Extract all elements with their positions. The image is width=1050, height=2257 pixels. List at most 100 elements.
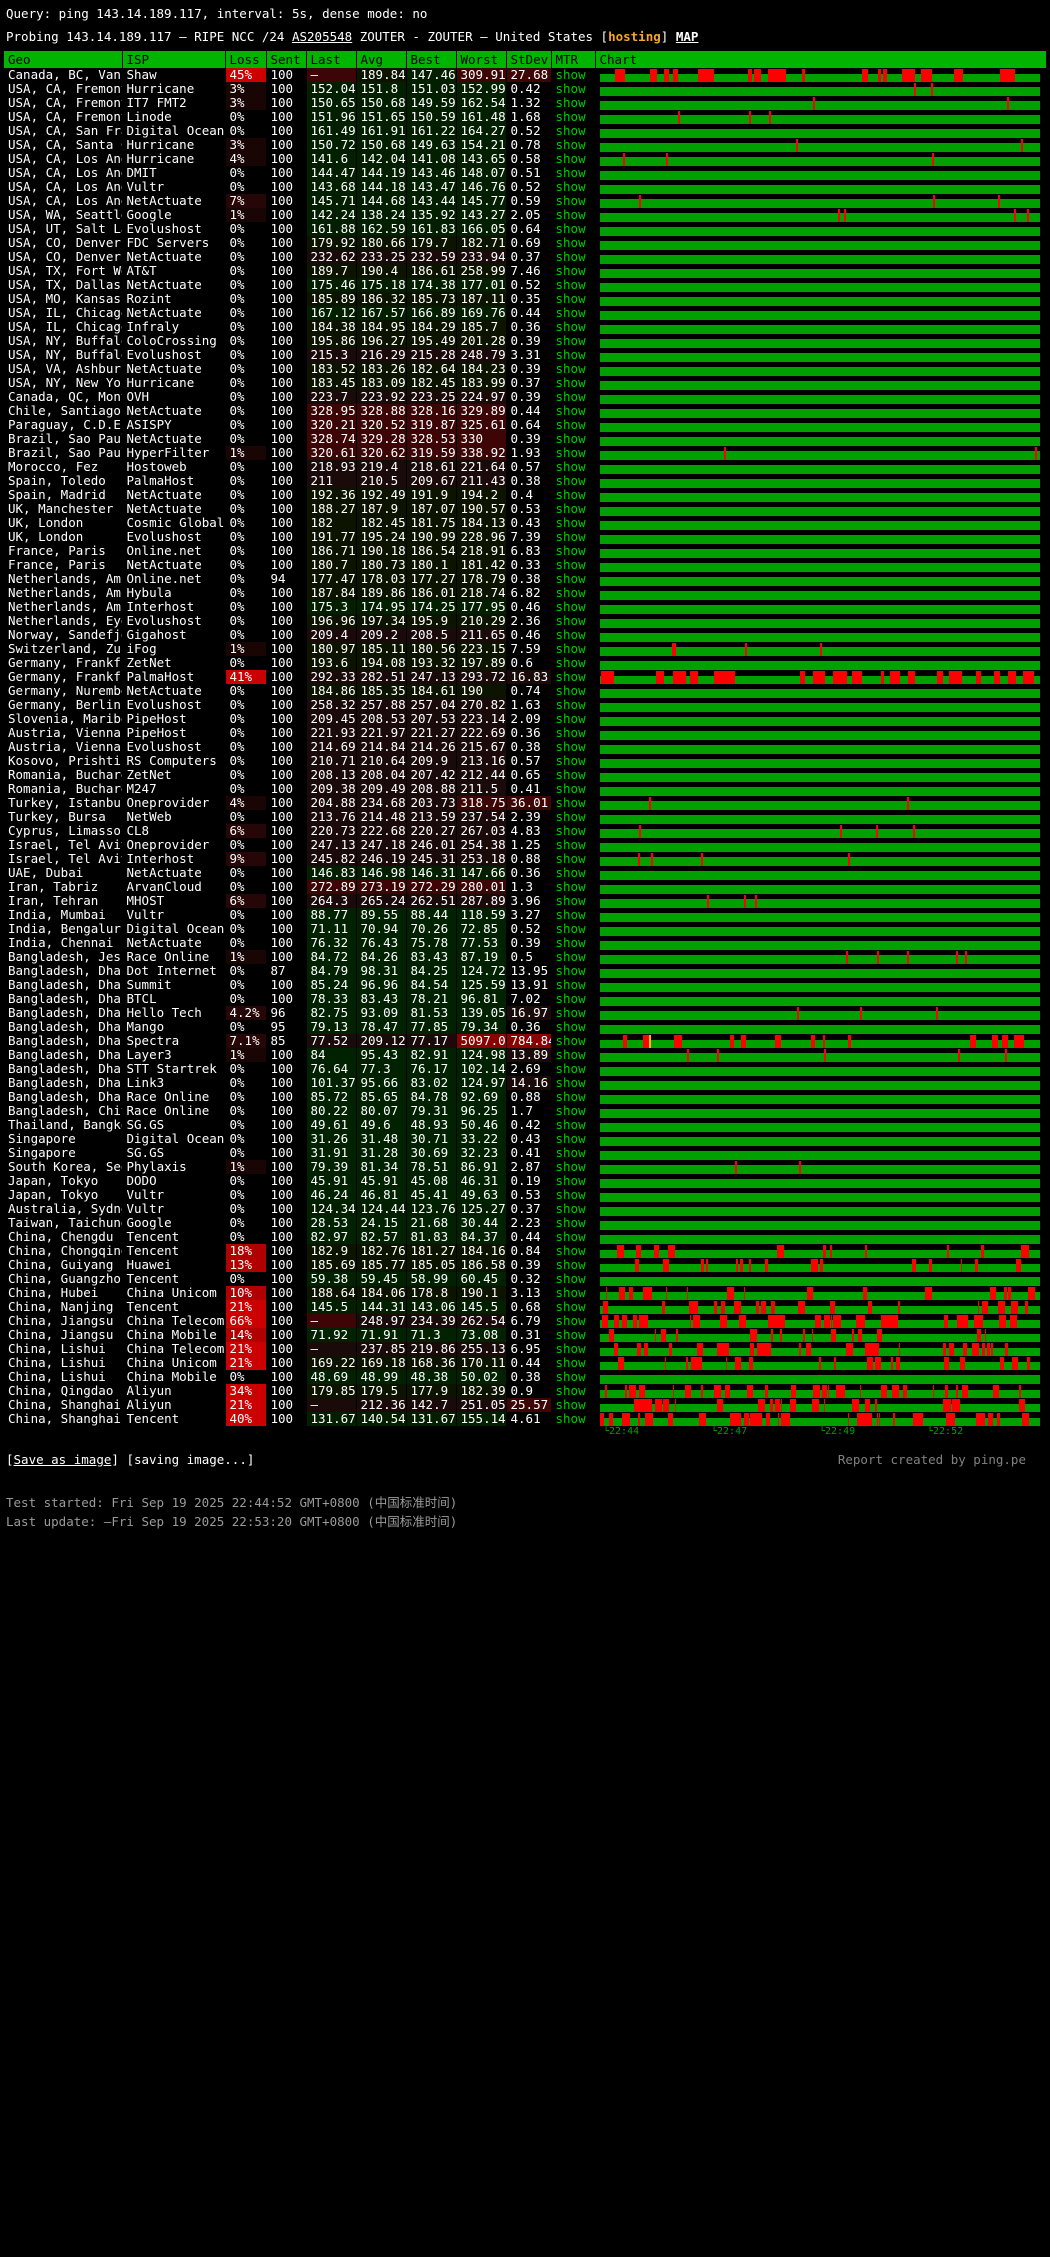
mtr-show-link[interactable]: show: [551, 824, 596, 838]
col-geo[interactable]: Geo: [4, 51, 123, 68]
mtr-show-label[interactable]: show: [555, 1188, 586, 1202]
mtr-show-link[interactable]: show: [551, 180, 596, 194]
mtr-show-link[interactable]: show: [551, 1216, 596, 1230]
mtr-show-label[interactable]: show: [555, 1020, 586, 1034]
mtr-show-label[interactable]: show: [555, 1328, 586, 1342]
mtr-show-link[interactable]: show: [551, 124, 596, 138]
mtr-show-link[interactable]: show: [551, 558, 596, 572]
mtr-show-link[interactable]: show: [551, 1062, 596, 1076]
mtr-show-label[interactable]: show: [555, 796, 586, 810]
mtr-show-label[interactable]: show: [555, 1006, 586, 1020]
mtr-show-link[interactable]: show: [551, 166, 596, 180]
mtr-show-link[interactable]: show: [551, 1370, 596, 1384]
col-mtr[interactable]: MTR: [551, 51, 596, 68]
mtr-show-link[interactable]: show: [551, 670, 596, 684]
mtr-show-label[interactable]: show: [555, 894, 586, 908]
mtr-show-label[interactable]: show: [555, 362, 586, 376]
mtr-show-label[interactable]: show: [555, 194, 586, 208]
mtr-show-link[interactable]: show: [551, 306, 596, 320]
mtr-show-label[interactable]: show: [555, 558, 586, 572]
mtr-show-link[interactable]: show: [551, 1188, 596, 1202]
mtr-show-link[interactable]: show: [551, 110, 596, 124]
mtr-show-label[interactable]: show: [555, 264, 586, 278]
mtr-show-link[interactable]: show: [551, 530, 596, 544]
mtr-show-link[interactable]: show: [551, 1314, 596, 1328]
mtr-show-label[interactable]: show: [555, 1034, 586, 1048]
mtr-show-label[interactable]: show: [555, 768, 586, 782]
mtr-show-link[interactable]: show: [551, 418, 596, 432]
mtr-show-link[interactable]: show: [551, 236, 596, 250]
mtr-show-link[interactable]: show: [551, 1090, 596, 1104]
mtr-show-label[interactable]: show: [555, 712, 586, 726]
col-best[interactable]: Best: [406, 51, 457, 68]
mtr-show-link[interactable]: show: [551, 964, 596, 978]
mtr-show-link[interactable]: show: [551, 152, 596, 166]
mtr-show-label[interactable]: show: [555, 502, 586, 516]
mtr-show-label[interactable]: show: [555, 1048, 586, 1062]
mtr-show-link[interactable]: show: [551, 950, 596, 964]
mtr-show-label[interactable]: show: [555, 740, 586, 754]
mtr-show-label[interactable]: show: [555, 1272, 586, 1286]
mtr-show-label[interactable]: show: [555, 278, 586, 292]
mtr-show-link[interactable]: show: [551, 880, 596, 894]
mtr-show-label[interactable]: show: [555, 936, 586, 950]
mtr-show-label[interactable]: show: [555, 1104, 586, 1118]
mtr-show-label[interactable]: show: [555, 838, 586, 852]
mtr-show-link[interactable]: show: [551, 754, 596, 768]
mtr-show-link[interactable]: show: [551, 348, 596, 362]
mtr-show-label[interactable]: show: [555, 670, 586, 684]
mtr-show-label[interactable]: show: [555, 1244, 586, 1258]
save-as-image-control[interactable]: [Save as image]: [6, 1452, 119, 1467]
mtr-show-link[interactable]: show: [551, 656, 596, 670]
mtr-show-link[interactable]: show: [551, 726, 596, 740]
mtr-show-label[interactable]: show: [555, 1160, 586, 1174]
mtr-show-link[interactable]: show: [551, 1384, 596, 1398]
mtr-show-label[interactable]: show: [555, 1286, 586, 1300]
mtr-show-link[interactable]: show: [551, 1132, 596, 1146]
col-worst[interactable]: Worst: [456, 51, 507, 68]
mtr-show-link[interactable]: show: [551, 936, 596, 950]
mtr-show-label[interactable]: show: [555, 698, 586, 712]
mtr-show-label[interactable]: show: [555, 474, 586, 488]
save-as-image-link[interactable]: Save as image: [13, 1452, 112, 1467]
mtr-show-link[interactable]: show: [551, 992, 596, 1006]
mtr-show-label[interactable]: show: [555, 96, 586, 110]
mtr-show-link[interactable]: show: [551, 1118, 596, 1132]
mtr-show-link[interactable]: show: [551, 362, 596, 376]
mtr-show-label[interactable]: show: [555, 1062, 586, 1076]
mtr-show-link[interactable]: show: [551, 922, 596, 936]
mtr-show-link[interactable]: show: [551, 446, 596, 460]
mtr-show-link[interactable]: show: [551, 782, 596, 796]
col-loss[interactable]: Loss: [225, 51, 267, 68]
mtr-show-link[interactable]: show: [551, 222, 596, 236]
mtr-show-link[interactable]: show: [551, 502, 596, 516]
mtr-show-link[interactable]: show: [551, 740, 596, 754]
col-avg[interactable]: Avg: [356, 51, 407, 68]
mtr-show-link[interactable]: show: [551, 1286, 596, 1300]
mtr-show-link[interactable]: show: [551, 1342, 596, 1356]
mtr-show-link[interactable]: show: [551, 838, 596, 852]
mtr-show-link[interactable]: show: [551, 264, 596, 278]
mtr-show-link[interactable]: show: [551, 628, 596, 642]
mtr-show-label[interactable]: show: [555, 432, 586, 446]
mtr-show-link[interactable]: show: [551, 194, 596, 208]
mtr-show-label[interactable]: show: [555, 208, 586, 222]
mtr-show-link[interactable]: show: [551, 516, 596, 530]
mtr-show-label[interactable]: show: [555, 726, 586, 740]
mtr-show-link[interactable]: show: [551, 1300, 596, 1314]
col-last[interactable]: Last: [306, 51, 357, 68]
mtr-show-label[interactable]: show: [555, 376, 586, 390]
mtr-show-link[interactable]: show: [551, 334, 596, 348]
mtr-show-link[interactable]: show: [551, 1202, 596, 1216]
mtr-show-link[interactable]: show: [551, 96, 596, 110]
mtr-show-link[interactable]: show: [551, 1076, 596, 1090]
mtr-show-link[interactable]: show: [551, 1328, 596, 1342]
mtr-show-label[interactable]: show: [555, 1384, 586, 1398]
mtr-show-label[interactable]: show: [555, 460, 586, 474]
mtr-show-label[interactable]: show: [555, 404, 586, 418]
map-link[interactable]: MAP: [675, 29, 699, 44]
mtr-show-label[interactable]: show: [555, 390, 586, 404]
mtr-show-label[interactable]: show: [555, 1356, 586, 1370]
mtr-show-label[interactable]: show: [555, 950, 586, 964]
mtr-show-label[interactable]: show: [555, 908, 586, 922]
